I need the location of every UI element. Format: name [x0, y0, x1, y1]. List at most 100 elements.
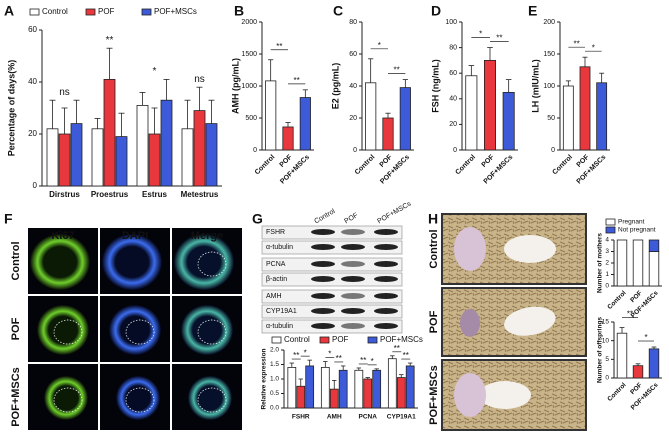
blot-band	[311, 244, 335, 250]
protein-label: β-actin	[266, 276, 287, 283]
protein-label: FSHR	[266, 229, 285, 236]
bar	[205, 123, 218, 187]
legend-label: Control	[284, 335, 310, 344]
legend-label: Pregnant	[618, 219, 645, 226]
y-tick-label: 1.5	[270, 361, 279, 368]
bar	[305, 365, 315, 409]
legend-label: POF	[332, 335, 349, 344]
blot-band	[374, 323, 398, 329]
bar	[287, 366, 297, 409]
follicle-outline	[125, 319, 155, 345]
y-tick-label: 200	[543, 19, 555, 26]
protein-label: α-tubulin	[266, 323, 293, 330]
y-tick-label: 100	[445, 19, 457, 26]
bar	[103, 79, 116, 187]
mouse	[504, 235, 556, 263]
significance-label: **	[293, 351, 299, 360]
bar	[265, 80, 277, 151]
y-tick-label: 2.0	[270, 347, 279, 354]
follicle	[44, 376, 88, 420]
bar-segment	[648, 239, 660, 252]
bar	[160, 99, 173, 187]
x-tick-label: POF	[279, 153, 295, 169]
significance-label: **	[294, 76, 300, 85]
significance-label: *	[153, 66, 157, 77]
panel-letter: E	[528, 3, 537, 19]
bar	[70, 123, 83, 187]
bar	[148, 133, 161, 187]
follicle-outline	[197, 319, 227, 345]
bar	[354, 369, 364, 409]
y-tick-label: 0	[453, 147, 457, 154]
legend-swatch	[29, 8, 40, 16]
y-axis-label: AMH (pg/mL)	[230, 58, 240, 114]
bar	[632, 365, 644, 379]
y-axis-label: Percentage of days(%)	[6, 60, 16, 157]
y-tick-label: 60	[28, 25, 37, 34]
significance-label: **	[403, 351, 409, 360]
y-tick-label: 1.0	[270, 376, 279, 383]
bar	[320, 366, 330, 409]
panel-letter: A	[4, 3, 14, 19]
y-tick-label: 0	[33, 181, 38, 190]
follicle-outline	[53, 319, 83, 345]
significance-label: *	[644, 333, 647, 342]
y-tick-label: 0	[605, 283, 609, 290]
blot-band	[341, 261, 365, 267]
bar	[616, 332, 628, 379]
significance-label: ns	[59, 87, 70, 98]
y-tick-label: 0	[605, 375, 609, 382]
y-tick-label: 0	[353, 147, 357, 154]
column-label: DAPI	[122, 230, 148, 242]
y-tick-label: 1000	[241, 83, 257, 90]
significance-label: **	[360, 356, 366, 365]
blot-band	[374, 244, 398, 250]
follicle	[37, 305, 89, 355]
blot-band	[374, 276, 398, 282]
blot-band	[341, 293, 365, 299]
row-label: POF+MSCs	[428, 365, 440, 425]
column-label: Merge	[191, 230, 223, 242]
blot-band	[374, 229, 398, 235]
follicle	[188, 376, 232, 420]
y-axis-label: LH (mIU/mL)	[530, 59, 540, 113]
y-axis-label: Number of mothers	[597, 233, 604, 293]
panel-letter: F	[4, 211, 13, 227]
significance-label: ns	[194, 74, 205, 85]
y-tick-label: 0	[253, 147, 257, 154]
follicle	[181, 305, 233, 355]
follicle-outline	[125, 387, 155, 413]
follicle-outline	[197, 251, 227, 277]
blot-band	[374, 308, 398, 314]
panel-letter: G	[252, 211, 263, 227]
x-tick-label: Control	[552, 154, 575, 177]
follicle-outline	[53, 387, 83, 413]
y-tick-label: 2000	[241, 19, 257, 26]
y-tick-label: 0	[551, 147, 555, 154]
x-tick-label: Estrus	[142, 190, 167, 199]
bar	[338, 369, 348, 409]
blot-band	[374, 293, 398, 299]
y-tick-label: 80	[449, 44, 457, 51]
bar	[648, 348, 660, 379]
significance-label: *	[378, 41, 381, 50]
y-tick-label: 40	[349, 83, 357, 90]
column-label: Ki67	[51, 230, 74, 242]
protein-label: PCNA	[266, 261, 286, 268]
y-tick-label: 15	[602, 319, 610, 326]
y-tick-label: 1	[605, 271, 609, 278]
blot-band	[311, 276, 335, 282]
bar	[296, 385, 306, 409]
panel-letter: B	[234, 3, 244, 19]
follicle	[102, 234, 162, 290]
y-axis-label: Relative expression	[261, 348, 268, 409]
blot-band	[311, 293, 335, 299]
y-axis-label: FSH (ng/mL)	[430, 59, 440, 113]
x-tick-label: POF	[481, 153, 497, 169]
bar	[299, 97, 311, 151]
legend-label: POF+MSCs	[380, 335, 423, 344]
legend-label: POF	[98, 7, 115, 16]
protein-label: α-tubulin	[266, 244, 293, 251]
blot-band	[341, 229, 365, 235]
y-tick-label: 10	[602, 337, 610, 344]
